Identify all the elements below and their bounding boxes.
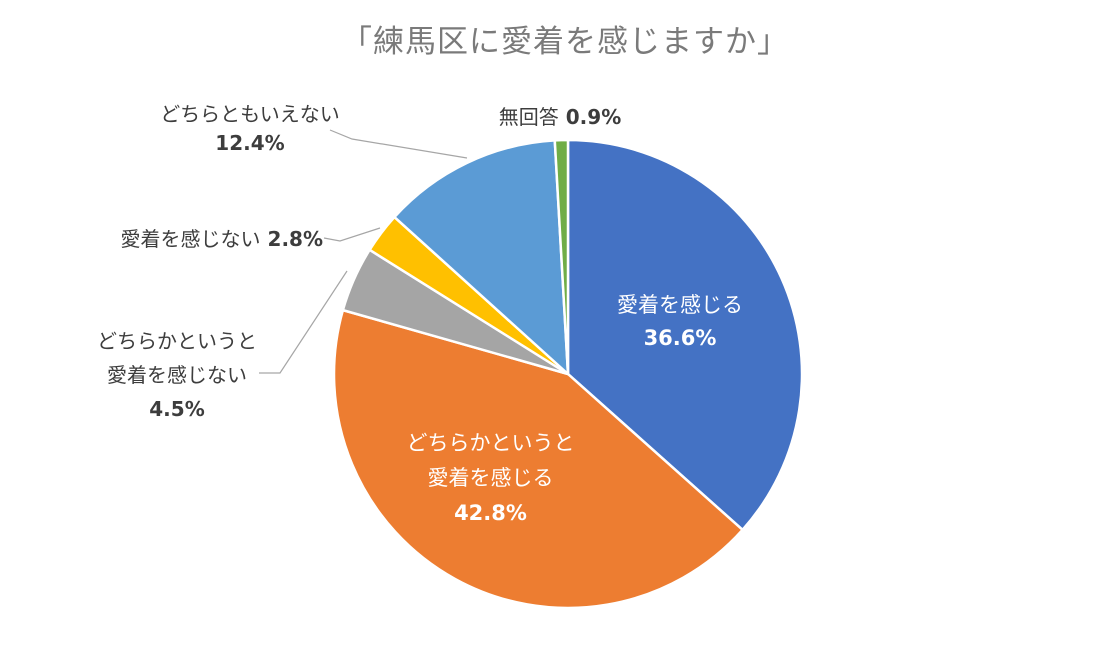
callout-not-feel-text: 愛着を感じない [120, 227, 261, 251]
pie-slice-6 [553, 138, 570, 376]
inside-feel-value: 36.6% [643, 326, 717, 350]
callout-neither-text: どちらともいえない [160, 102, 340, 126]
callout-rather-not-value: 4.5% [149, 397, 205, 421]
pie-slice-2 [332, 308, 744, 610]
callout-rather-not-line2: 愛着を感じない [107, 363, 247, 387]
chart-title: 「練馬区に愛着を感じますか」 [341, 24, 789, 60]
callout-rather-not-line1: どちらかというと [97, 329, 257, 353]
pie-slice-5 [393, 139, 570, 376]
callout-no-answer-text: 無回答 [498, 105, 559, 129]
callout-no-answer-value: 0.9% [565, 105, 622, 129]
callout-label-rather-not-feel: どちらかというと 愛着を感じない 4.5% [57, 324, 297, 426]
callout-not-feel-value: 2.8% [267, 227, 323, 251]
inside-label-rather-feel-attachment: どちらかというと 愛着を感じる 42.8% [378, 426, 603, 531]
callout-label-neither: どちらともいえない 12.4% [130, 100, 370, 158]
leader-line-rather-not-feel [259, 270, 348, 374]
callout-label-not-feel: 愛着を感じない 2.8% [55, 223, 323, 252]
inside-rather-feel-value: 42.8% [454, 501, 527, 525]
inside-rather-feel-line2: 愛着を感じる [427, 466, 554, 490]
pie-slice-1 [566, 138, 804, 532]
inside-feel-text: 愛着を感じる [617, 293, 743, 317]
callout-label-no-answer: 無回答 0.9% [450, 101, 670, 130]
inside-rather-feel-line1: どちらかというと [406, 431, 575, 455]
callout-neither-value: 12.4% [215, 131, 285, 155]
pie-slices [332, 138, 804, 610]
inside-label-feel-attachment: 愛着を感じる 36.6% [575, 289, 785, 355]
leader-line-neither [329, 129, 468, 159]
leader-line-not-feel [323, 227, 381, 242]
leader-lines [259, 129, 468, 374]
